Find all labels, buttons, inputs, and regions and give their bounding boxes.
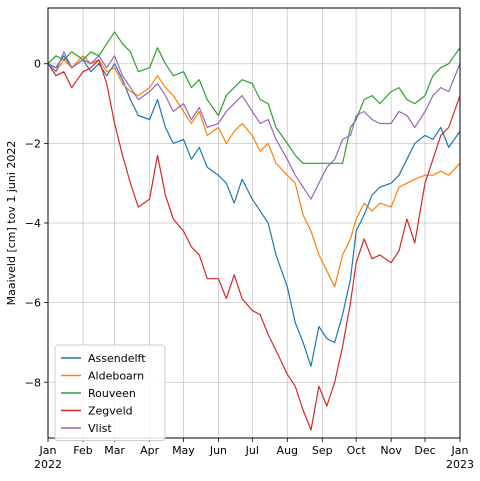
legend-box	[54, 344, 166, 441]
series-line-rouveen	[47, 31, 461, 164]
x-tick-label: Feb	[73, 444, 92, 457]
legend-label: Rouveen	[88, 387, 136, 400]
x-tick-label: Jan	[39, 444, 57, 457]
x-tick-label: May	[172, 444, 195, 457]
series-line-vlist	[47, 51, 461, 200]
x-tick-label: Dec	[414, 444, 435, 457]
series-lines	[47, 31, 461, 431]
y-tick-label: 0	[34, 58, 41, 71]
y-tick-label: −2	[25, 137, 41, 150]
x-tick-label: Mar	[104, 444, 125, 457]
legend-label: Zegveld	[88, 405, 133, 418]
series-line-assendelft	[47, 55, 461, 367]
x-tick-year-label: 2023	[446, 458, 474, 471]
x-tick-label: Nov	[380, 444, 402, 457]
series-line-zegveld	[47, 59, 461, 431]
legend: Assendelft Aldeboarn Rouveen Zegveld Vlist	[54, 344, 166, 441]
x-tick-year-label: 2022	[34, 458, 62, 471]
series-line-aldeboarn	[47, 55, 461, 288]
x-tick-label: Aug	[277, 444, 298, 457]
y-tick-label: −6	[25, 297, 41, 310]
legend-label: Vlist	[88, 422, 112, 435]
x-tick-label: Oct	[347, 444, 367, 457]
legend-label: Aldeboarn	[88, 370, 144, 383]
legend-label: Assendelft	[88, 352, 146, 365]
x-tick-label: Jun	[209, 444, 227, 457]
y-tick-label: −4	[25, 217, 41, 230]
x-tick-label: Apr	[140, 444, 160, 457]
x-tick-label: Jan	[451, 444, 469, 457]
y-tick-label: −8	[25, 376, 41, 389]
y-axis: 0 −2 −4 −6 −8	[25, 58, 48, 389]
y-axis-label: Maaiveld [cm] tov 1 juni 2022	[5, 141, 18, 306]
x-tick-label: Jul	[245, 444, 259, 457]
grid	[47, 8, 461, 438]
x-tick-label: Sep	[312, 444, 333, 457]
